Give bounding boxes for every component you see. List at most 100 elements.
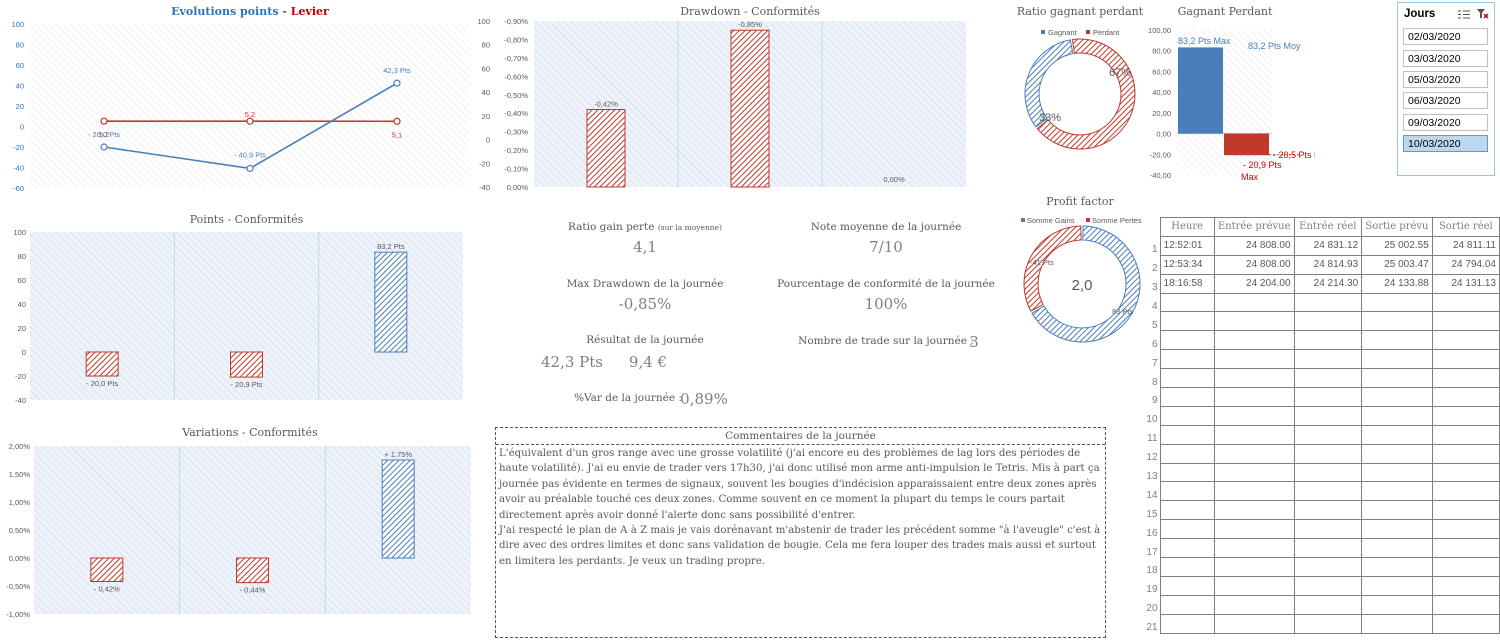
table-cell[interactable]: [1431, 462, 1500, 483]
table-cell[interactable]: [1361, 424, 1433, 445]
table-cell[interactable]: [1159, 424, 1215, 445]
table-cell[interactable]: [1431, 575, 1500, 596]
table-cell[interactable]: [1213, 575, 1295, 596]
table-cell[interactable]: [1293, 387, 1363, 407]
table-cell[interactable]: [1159, 557, 1215, 577]
table-cell[interactable]: [1361, 500, 1433, 521]
table-cell[interactable]: [1431, 311, 1500, 332]
slicer-item-0603[interactable]: 06/03/2020: [1403, 92, 1488, 109]
table-cell[interactable]: [1159, 462, 1215, 483]
jours-slicer[interactable]: Jours 02/03/2020 03/03/2020 05/03/2020 0…: [1397, 2, 1495, 176]
table-cell[interactable]: [1213, 557, 1295, 577]
table-cell[interactable]: [1293, 443, 1363, 464]
table-cell[interactable]: [1361, 443, 1433, 464]
table-cell[interactable]: [1213, 462, 1295, 483]
table-cell[interactable]: [1159, 538, 1215, 559]
table-cell[interactable]: [1213, 349, 1295, 370]
table-cell[interactable]: [1293, 594, 1363, 615]
table-cell[interactable]: [1361, 368, 1433, 389]
table-cell[interactable]: [1213, 405, 1295, 426]
table-cell[interactable]: 18:16:58: [1159, 273, 1215, 294]
table-cell[interactable]: [1293, 500, 1363, 521]
table-cell[interactable]: 24 794.04: [1431, 254, 1500, 275]
table-cell[interactable]: 12:53:34: [1159, 254, 1215, 275]
table-cell[interactable]: [1361, 292, 1433, 313]
table-cell[interactable]: 25 002.55: [1361, 235, 1433, 256]
table-cell[interactable]: [1431, 405, 1500, 426]
table-cell[interactable]: [1159, 519, 1215, 540]
table-cell[interactable]: [1431, 292, 1500, 313]
table-cell[interactable]: [1431, 330, 1500, 351]
table-cell[interactable]: [1431, 368, 1500, 389]
table-cell[interactable]: [1213, 443, 1295, 464]
table-cell[interactable]: 24 811.11: [1431, 235, 1500, 256]
table-cell[interactable]: [1213, 292, 1295, 313]
table-cell[interactable]: 24 831.12: [1293, 235, 1363, 256]
table-cell[interactable]: [1213, 368, 1295, 389]
table-cell[interactable]: [1213, 330, 1295, 351]
table-cell[interactable]: [1213, 481, 1295, 502]
comments-box[interactable]: Commentaires de la journée L'équivalent …: [495, 427, 1106, 638]
table-cell[interactable]: [1293, 613, 1363, 634]
comments-body[interactable]: L'équivalent d'un gros range avec une gr…: [496, 445, 1105, 570]
table-cell[interactable]: [1159, 405, 1215, 426]
table-cell[interactable]: 24 204.00: [1213, 273, 1295, 294]
table-cell[interactable]: [1431, 519, 1500, 540]
table-cell[interactable]: [1431, 557, 1500, 577]
slicer-item-0303[interactable]: 03/03/2020: [1403, 50, 1488, 67]
table-cell[interactable]: [1293, 368, 1363, 389]
table-cell[interactable]: [1293, 557, 1363, 577]
table-cell[interactable]: [1361, 594, 1433, 615]
slicer-item-0203[interactable]: 02/03/2020: [1403, 28, 1488, 45]
table-cell[interactable]: [1431, 349, 1500, 370]
table-cell[interactable]: [1159, 330, 1215, 351]
table-cell[interactable]: [1159, 292, 1215, 313]
table-cell[interactable]: [1361, 330, 1433, 351]
table-cell[interactable]: [1361, 613, 1433, 634]
table-cell[interactable]: [1213, 519, 1295, 540]
table-cell[interactable]: [1159, 613, 1215, 634]
table-cell[interactable]: [1213, 387, 1295, 407]
slicer-item-0903[interactable]: 09/03/2020: [1403, 114, 1488, 131]
table-cell[interactable]: [1293, 538, 1363, 559]
table-cell[interactable]: [1293, 519, 1363, 540]
table-cell[interactable]: [1431, 613, 1500, 634]
table-cell[interactable]: [1293, 292, 1363, 313]
table-cell[interactable]: [1293, 349, 1363, 370]
clear-filter-icon[interactable]: [1477, 8, 1489, 20]
table-cell[interactable]: [1431, 387, 1500, 407]
table-cell[interactable]: [1293, 462, 1363, 483]
table-cell[interactable]: [1213, 613, 1295, 634]
table-cell[interactable]: [1159, 311, 1215, 332]
table-cell[interactable]: [1293, 424, 1363, 445]
table-cell[interactable]: [1361, 519, 1433, 540]
table-cell[interactable]: [1361, 481, 1433, 502]
table-cell[interactable]: [1159, 387, 1215, 407]
table-cell[interactable]: [1293, 575, 1363, 596]
table-cell[interactable]: 25 003.47: [1361, 254, 1433, 275]
table-cell[interactable]: [1431, 538, 1500, 559]
table-cell[interactable]: [1213, 538, 1295, 559]
table-cell[interactable]: [1431, 424, 1500, 445]
table-cell[interactable]: [1361, 387, 1433, 407]
table-cell[interactable]: [1361, 538, 1433, 559]
table-cell[interactable]: [1159, 349, 1215, 370]
table-cell[interactable]: [1213, 594, 1295, 615]
table-cell[interactable]: [1431, 481, 1500, 502]
table-cell[interactable]: [1293, 405, 1363, 426]
slicer-item-0503[interactable]: 05/03/2020: [1403, 71, 1488, 88]
multi-select-icon[interactable]: [1458, 9, 1470, 20]
table-cell[interactable]: [1159, 500, 1215, 521]
table-cell[interactable]: [1431, 594, 1500, 615]
table-cell[interactable]: [1431, 443, 1500, 464]
table-cell[interactable]: 24 133.88: [1361, 273, 1433, 294]
table-cell[interactable]: [1361, 405, 1433, 426]
table-cell[interactable]: [1431, 500, 1500, 521]
table-cell[interactable]: 24 814.93: [1293, 254, 1363, 275]
table-cell[interactable]: [1213, 424, 1295, 445]
table-cell[interactable]: 24 131.13: [1431, 273, 1500, 294]
table-cell[interactable]: [1361, 462, 1433, 483]
table-cell[interactable]: [1361, 349, 1433, 370]
table-cell[interactable]: 24 808.00: [1213, 235, 1295, 256]
table-cell[interactable]: [1293, 330, 1363, 351]
